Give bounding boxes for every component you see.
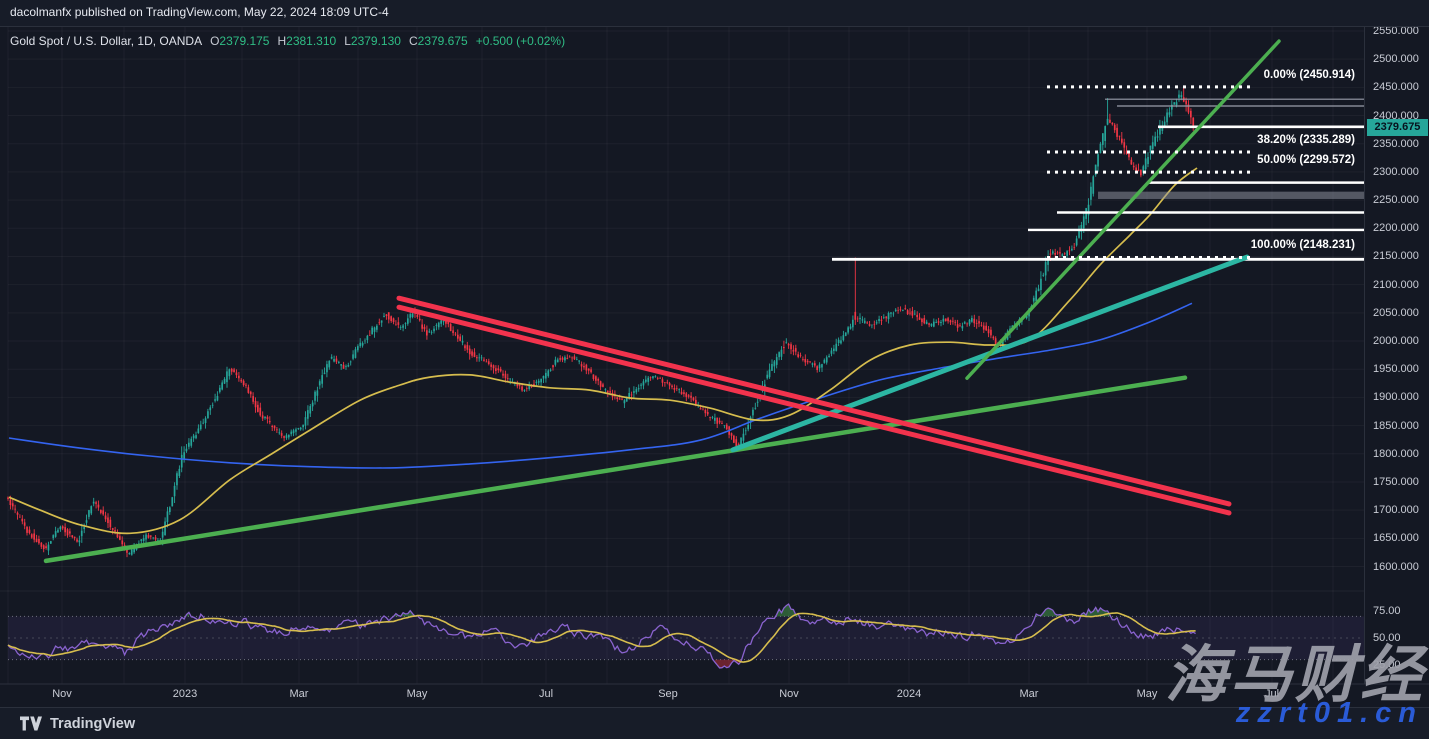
- symbol-title[interactable]: Gold Spot / U.S. Dollar, 1D, OANDA: [10, 34, 203, 48]
- rsi-line: [7, 603, 1196, 669]
- price-axis-label: 1950.000: [1373, 363, 1419, 376]
- symbol-legend[interactable]: Gold Spot / U.S. Dollar, 1D, OANDA O2379.…: [10, 34, 565, 48]
- close-value: 2379.675: [417, 34, 468, 48]
- time-axis-label: 2023: [172, 688, 198, 700]
- ma-slow-line: [8, 302, 1193, 469]
- price-axis-label: 1650.000: [1373, 532, 1419, 545]
- rsi-axis-label: 25.00: [1373, 659, 1401, 671]
- price-axis-label: 2250.000: [1373, 194, 1419, 207]
- rsi-axis-label: 75.00: [1373, 605, 1401, 617]
- price-axis-label: 2050.000: [1373, 306, 1419, 319]
- rsi-overbought-fill: [776, 604, 799, 617]
- ohlc-close: C2379.675: [401, 34, 468, 48]
- publish-text: dacolmanfx published on TradingView.com,…: [10, 5, 389, 19]
- support-shallow-trendline[interactable]: [43, 375, 1188, 564]
- price-axis-label: 1800.000: [1373, 447, 1419, 460]
- price-axis-label: 2100.000: [1373, 278, 1419, 291]
- fib-level-label[interactable]: 38.20% (2335.289): [1257, 134, 1355, 147]
- supply-zone-box[interactable]: [1098, 191, 1364, 199]
- rsi-axis-label: 50.00: [1373, 632, 1401, 644]
- support-steep-trendline[interactable]: [965, 39, 1281, 380]
- time-axis-label: Sep: [658, 688, 678, 700]
- open-value: 2379.175: [219, 34, 270, 48]
- tradingview-logo-icon[interactable]: [20, 716, 42, 731]
- price-axis-label: 1750.000: [1373, 475, 1419, 488]
- change-value: +0.500 (+0.02%): [475, 34, 566, 48]
- rsi-oversold-fill: [714, 659, 741, 668]
- channel-lower-trendline[interactable]: [396, 304, 1232, 516]
- low-label: L: [344, 34, 351, 48]
- high-value: 2381.310: [286, 34, 337, 48]
- time-axis-label: 2024: [896, 688, 922, 700]
- watermark-cn-text: 海马财经: [1164, 641, 1425, 710]
- candles-up-bodies: [47, 94, 1197, 555]
- ohlc-open: O2379.175: [202, 34, 269, 48]
- time-axis-label: Jul: [538, 688, 554, 700]
- high-label: H: [277, 34, 287, 48]
- tradingview-brand-text[interactable]: TradingView: [50, 715, 136, 732]
- fib-level-label[interactable]: 0.00% (2450.914): [1263, 68, 1355, 81]
- rsi-overbought-fill: [393, 610, 418, 617]
- ohlc-high: H2381.310: [269, 34, 336, 48]
- price-axis-label: 2300.000: [1373, 165, 1419, 178]
- candles-down-wicks: [7, 86, 1194, 558]
- price-axis-label: 1850.000: [1373, 419, 1419, 432]
- ohlc-low: L2379.130: [336, 34, 401, 48]
- publish-bar: dacolmanfx published on TradingView.com,…: [0, 0, 1429, 27]
- price-axis-label: 2000.000: [1373, 335, 1419, 348]
- price-axis-label: 2500.000: [1373, 53, 1419, 66]
- low-value: 2379.130: [350, 34, 401, 48]
- time-axis-label: May: [1136, 688, 1158, 700]
- price-axis[interactable]: 2379.675 2550.000 2500.000 2450.000 2400.00…: [1364, 25, 1429, 684]
- time-axis-label: Jul: [1264, 688, 1280, 700]
- price-axis-label: 2350.000: [1373, 137, 1419, 150]
- time-axis-label: Nov: [779, 688, 799, 700]
- footer-bar: TradingView: [0, 707, 1429, 739]
- price-axis-label: 1900.000: [1373, 391, 1419, 404]
- time-axis-label: Nov: [52, 688, 72, 700]
- price-axis-label: 2450.000: [1373, 81, 1419, 94]
- ma-fast-line: [8, 167, 1198, 535]
- channel-upper-trendline[interactable]: [396, 295, 1232, 507]
- price-axis-label: 2150.000: [1373, 250, 1419, 263]
- time-axis-label: Mar: [289, 688, 309, 700]
- time-axis-label: Mar: [1019, 688, 1039, 700]
- rsi-ma-line: [7, 612, 1196, 663]
- time-axis-label: May: [406, 688, 428, 700]
- time-axis[interactable]: Nov 2023 Mar May Jul Sep Nov 2024 Mar May Jul: [0, 684, 1364, 707]
- price-axis-label: 2200.000: [1373, 222, 1419, 235]
- candles-up-wicks: [48, 90, 1197, 556]
- fib-level-label[interactable]: 50.00% (2299.572): [1257, 154, 1355, 167]
- current-price-badge[interactable]: 2379.675: [1367, 118, 1428, 136]
- open-label: O: [210, 34, 220, 48]
- fib-level-label[interactable]: 100.00% (2148.231): [1250, 239, 1355, 252]
- watermark-url-text: zzrt01.cn: [1235, 697, 1423, 729]
- price-axis-label: 1600.000: [1373, 560, 1419, 573]
- price-axis-label: 1700.000: [1373, 504, 1419, 517]
- price-axis-label: 2550.000: [1373, 25, 1419, 37]
- close-label: C: [408, 34, 418, 48]
